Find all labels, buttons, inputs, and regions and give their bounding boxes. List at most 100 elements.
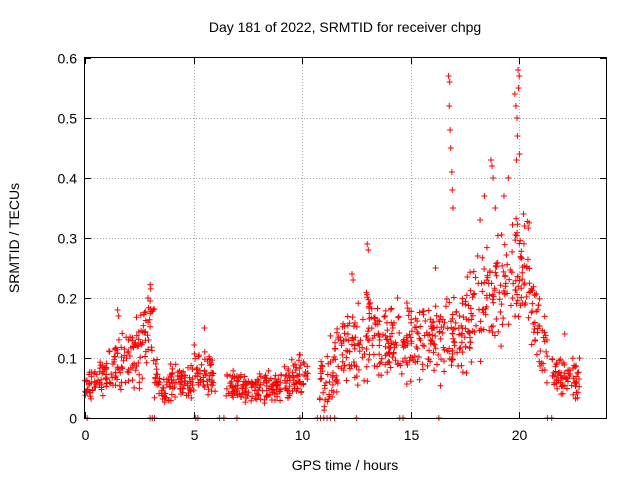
data-point bbox=[115, 313, 122, 319]
data-point bbox=[153, 371, 160, 378]
data-point bbox=[432, 333, 439, 340]
data-point bbox=[465, 316, 472, 323]
data-point bbox=[91, 378, 98, 385]
data-point bbox=[572, 363, 579, 370]
data-point bbox=[125, 366, 132, 373]
data-point bbox=[85, 371, 92, 378]
data-point bbox=[109, 374, 116, 381]
data-point bbox=[531, 319, 538, 326]
data-point bbox=[142, 348, 149, 355]
data-point bbox=[461, 334, 468, 341]
data-point bbox=[344, 313, 351, 320]
data-point bbox=[242, 391, 249, 398]
data-point bbox=[143, 359, 150, 366]
x-tick-label: 10 bbox=[295, 427, 311, 443]
data-point bbox=[394, 295, 401, 301]
data-point bbox=[135, 359, 142, 366]
data-point bbox=[387, 333, 394, 340]
x-tick-label: 15 bbox=[404, 427, 420, 443]
data-point bbox=[318, 358, 325, 365]
data-point bbox=[332, 377, 339, 384]
data-point bbox=[505, 321, 512, 328]
data-point bbox=[419, 342, 426, 349]
data-point bbox=[459, 300, 466, 307]
data-point bbox=[318, 375, 325, 382]
data-point bbox=[458, 339, 465, 346]
data-point bbox=[186, 374, 193, 381]
data-point bbox=[159, 384, 166, 391]
data-point bbox=[118, 344, 125, 351]
data-point bbox=[419, 361, 426, 368]
data-point bbox=[512, 313, 519, 320]
data-point bbox=[223, 371, 230, 378]
data-point bbox=[281, 363, 288, 370]
data-point bbox=[520, 211, 527, 217]
data-point bbox=[339, 358, 346, 365]
data-point bbox=[464, 328, 471, 335]
data-point bbox=[263, 374, 270, 381]
data-point bbox=[511, 91, 518, 97]
data-point bbox=[554, 371, 561, 378]
data-point bbox=[478, 280, 485, 287]
data-point bbox=[208, 381, 215, 388]
data-point bbox=[387, 364, 394, 371]
data-point bbox=[169, 365, 176, 372]
data-point bbox=[147, 285, 154, 292]
data-point bbox=[452, 319, 459, 326]
data-point bbox=[272, 372, 279, 379]
data-point bbox=[504, 261, 511, 268]
data-point bbox=[368, 314, 375, 321]
x-tick-label: 5 bbox=[191, 427, 199, 443]
data-point bbox=[230, 388, 237, 395]
data-point bbox=[349, 271, 356, 277]
data-point bbox=[161, 393, 168, 400]
data-point bbox=[324, 353, 331, 360]
data-point bbox=[576, 375, 583, 382]
data-point bbox=[441, 319, 448, 326]
data-point bbox=[257, 373, 264, 380]
data-point bbox=[487, 157, 494, 163]
data-point bbox=[450, 294, 457, 301]
data-point bbox=[124, 349, 131, 356]
data-point bbox=[196, 352, 203, 359]
data-point bbox=[368, 305, 375, 312]
data-point bbox=[519, 269, 526, 276]
data-point bbox=[506, 276, 513, 283]
data-point bbox=[517, 302, 524, 309]
data-point bbox=[192, 372, 199, 379]
data-point bbox=[317, 376, 324, 383]
data-point bbox=[572, 383, 579, 390]
data-point bbox=[180, 368, 187, 375]
data-point bbox=[390, 349, 397, 356]
data-point bbox=[189, 382, 196, 389]
data-point bbox=[361, 351, 368, 358]
data-point bbox=[255, 392, 262, 399]
data-point bbox=[416, 376, 423, 383]
data-point bbox=[525, 314, 532, 321]
data-point bbox=[333, 388, 340, 395]
data-point bbox=[403, 300, 410, 307]
data-point bbox=[385, 349, 392, 356]
data-point bbox=[404, 341, 411, 348]
data-point bbox=[187, 387, 194, 394]
data-point bbox=[564, 375, 571, 382]
data-point bbox=[117, 369, 124, 376]
data-point bbox=[116, 366, 123, 373]
data-point bbox=[430, 349, 437, 356]
data-point bbox=[272, 381, 279, 388]
data-point bbox=[114, 350, 121, 357]
data-point bbox=[517, 237, 524, 244]
data-point bbox=[142, 308, 149, 315]
data-point bbox=[550, 373, 557, 380]
data-point bbox=[152, 360, 159, 367]
data-point bbox=[535, 302, 542, 309]
data-point bbox=[520, 240, 527, 247]
data-point bbox=[449, 330, 456, 337]
data-point bbox=[252, 379, 259, 386]
data-point bbox=[159, 396, 166, 403]
data-point bbox=[406, 357, 413, 364]
data-point bbox=[470, 268, 477, 275]
data-point bbox=[298, 388, 305, 395]
data-point bbox=[554, 385, 561, 392]
data-point bbox=[387, 337, 394, 344]
